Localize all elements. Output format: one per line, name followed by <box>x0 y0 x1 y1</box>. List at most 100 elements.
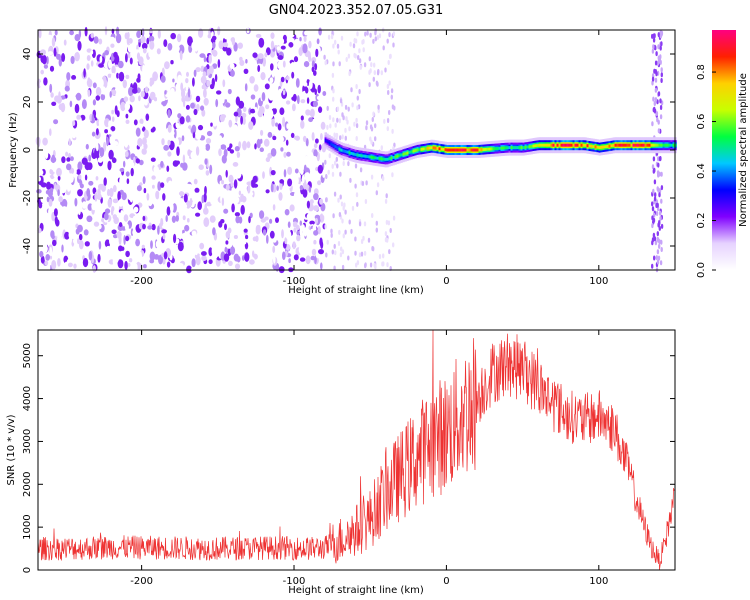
noise-cell <box>332 61 335 67</box>
noise-cell <box>320 133 323 141</box>
noise-cell <box>194 187 200 193</box>
noise-cell <box>171 199 175 205</box>
noise-cell <box>337 241 341 246</box>
noise-cell <box>143 264 147 269</box>
noise-cell <box>116 26 120 36</box>
noise-cell <box>146 74 150 84</box>
noise-cell <box>331 171 335 177</box>
noise-cell <box>39 250 44 258</box>
noise-cell <box>187 36 193 47</box>
noise-cell <box>111 65 116 75</box>
ridge-core <box>634 143 637 147</box>
noise-cell <box>226 94 230 100</box>
noise-cell <box>309 220 315 225</box>
noise-cell <box>58 196 63 203</box>
noise-cell <box>40 255 45 264</box>
noise-cell <box>276 153 281 160</box>
noise-cell <box>292 103 296 112</box>
noise-cell <box>185 128 191 135</box>
noise-cell <box>251 179 256 188</box>
noise-cell <box>654 97 658 103</box>
noise-cell <box>372 38 375 44</box>
noise-cell <box>391 172 394 178</box>
noise-cell <box>84 241 90 247</box>
noise-cell <box>373 62 376 68</box>
noise-cell <box>657 162 660 168</box>
noise-cell <box>204 185 207 195</box>
noise-cell <box>277 55 284 60</box>
noise-cell <box>148 35 155 43</box>
noise-cell <box>355 84 358 89</box>
noise-cell <box>52 239 57 247</box>
ridge-core <box>650 143 653 147</box>
noise-cell <box>103 141 107 152</box>
ridge-core <box>396 154 399 158</box>
noise-cell <box>332 43 335 49</box>
noise-cell <box>180 82 184 92</box>
noise-cell <box>190 151 195 159</box>
noise-cell <box>110 207 114 216</box>
noise-cell <box>185 78 189 84</box>
noise-cell <box>384 198 388 204</box>
noise-cell <box>365 120 369 126</box>
noise-cell <box>160 212 166 219</box>
noise-cell <box>391 104 395 110</box>
noise-cell <box>103 177 107 186</box>
ridge-core <box>444 148 447 152</box>
noise-cell <box>192 77 195 87</box>
noise-cell <box>120 246 125 251</box>
noise-cell <box>58 58 62 67</box>
noise-cell <box>329 123 332 129</box>
noise-cell <box>228 260 233 266</box>
noise-cell <box>273 254 276 264</box>
noise-cell <box>291 45 298 56</box>
noise-cell <box>187 88 191 98</box>
noise-cell <box>195 220 201 230</box>
noise-cell <box>253 132 257 137</box>
noise-cell <box>299 185 304 191</box>
ridge-core <box>520 146 523 150</box>
noise-cell <box>216 90 222 95</box>
noise-cell <box>354 183 357 189</box>
noise-cell <box>315 217 318 225</box>
noise-cell <box>112 185 117 193</box>
noise-cell <box>54 183 57 190</box>
noise-cell <box>657 58 661 64</box>
noise-cell <box>255 224 261 235</box>
noise-cell <box>51 234 55 240</box>
ridge-core <box>408 150 411 154</box>
ridge-core <box>548 143 551 147</box>
noise-cell <box>299 226 303 236</box>
noise-cell <box>111 116 115 122</box>
noise-cell <box>123 160 126 168</box>
noise-cell <box>290 85 294 94</box>
noise-cell <box>270 183 274 193</box>
noise-cell <box>239 59 245 66</box>
noise-cell <box>332 88 335 94</box>
ridge-core <box>356 153 359 157</box>
noise-cell <box>209 215 216 223</box>
noise-cell <box>292 221 298 228</box>
noise-cell <box>187 218 190 223</box>
noise-cell <box>46 196 50 203</box>
noise-cell <box>386 84 390 89</box>
noise-cell <box>392 215 396 221</box>
noise-cell <box>142 176 146 185</box>
noise-cell <box>210 148 216 155</box>
noise-cell <box>175 215 179 222</box>
noise-cell <box>320 121 326 130</box>
ridge-core <box>454 148 457 152</box>
noise-cell <box>181 135 185 142</box>
noise-cell <box>66 48 72 56</box>
noise-cell <box>651 76 655 82</box>
noise-cell <box>178 44 185 55</box>
noise-cell <box>233 179 238 189</box>
noise-cell <box>74 197 78 207</box>
noise-cell <box>287 178 293 187</box>
noise-cell <box>659 105 663 110</box>
noise-cell <box>290 118 295 128</box>
noise-cell <box>243 239 247 245</box>
noise-cell <box>198 164 204 170</box>
noise-cell <box>261 190 266 197</box>
ridge-core <box>624 143 627 147</box>
